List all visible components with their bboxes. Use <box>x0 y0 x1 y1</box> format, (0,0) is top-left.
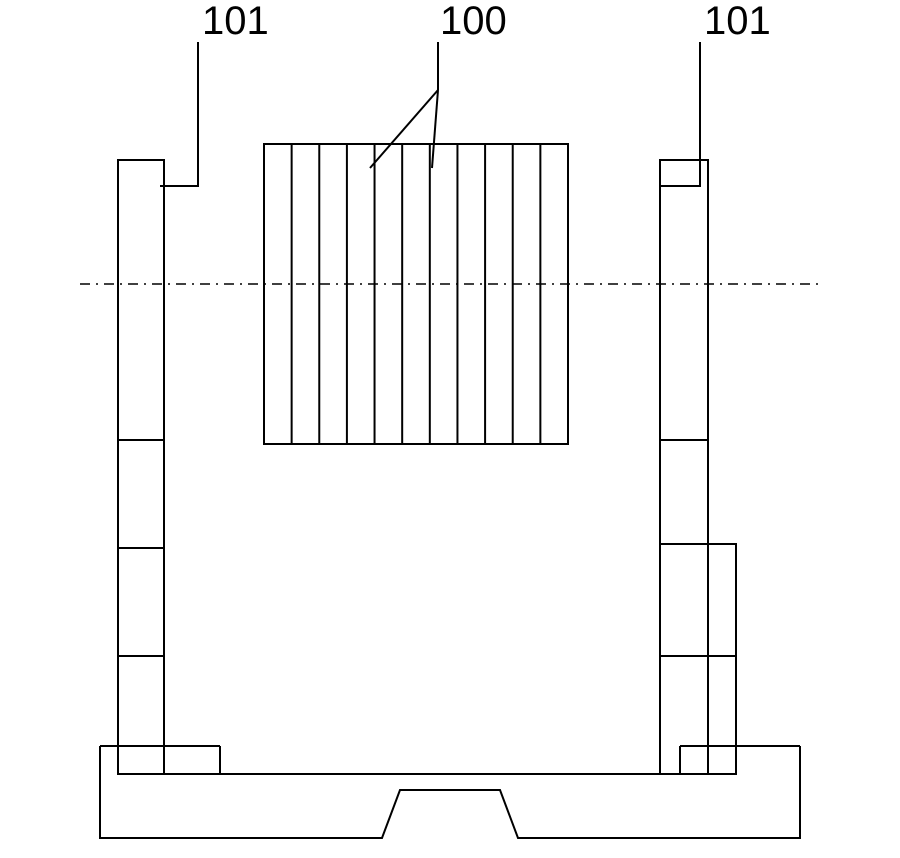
vessel-u <box>164 160 660 774</box>
left-column <box>118 160 164 774</box>
base-outline <box>100 746 800 838</box>
leader-101-right <box>660 42 700 186</box>
grate-outline <box>264 144 568 444</box>
callout-label-101-left: 101 <box>202 0 269 43</box>
leader-101-left <box>160 42 198 186</box>
right-column <box>660 160 708 774</box>
callout-label-101-right: 101 <box>704 0 771 43</box>
callout-label-100: 100 <box>440 0 507 43</box>
